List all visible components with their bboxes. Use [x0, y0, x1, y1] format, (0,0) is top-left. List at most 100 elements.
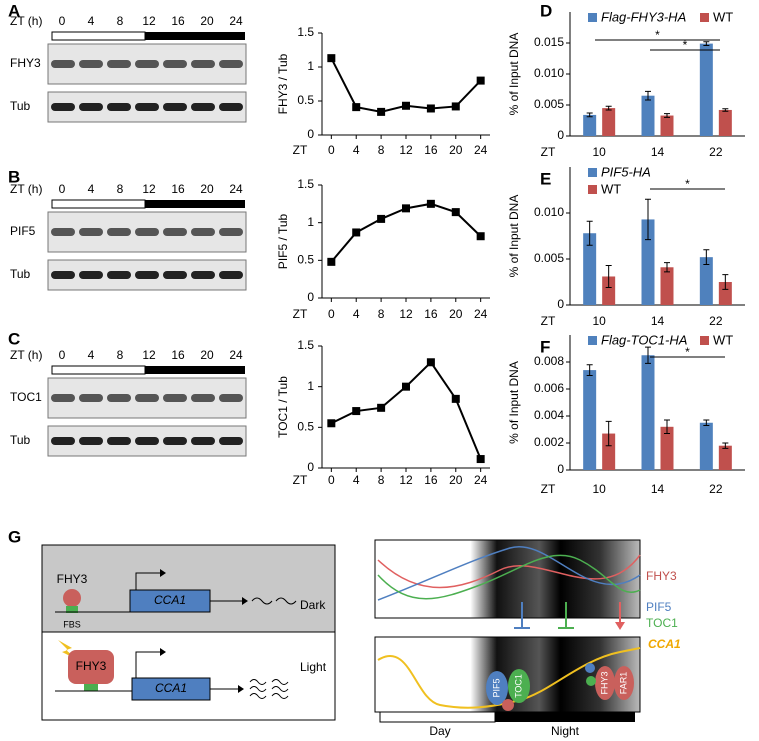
time-label: ZT (h)	[10, 348, 42, 362]
band	[219, 228, 243, 236]
bar	[699, 257, 713, 305]
lane-label: 12	[142, 182, 156, 196]
error-bar	[703, 41, 710, 46]
protein-label: FHY3	[57, 572, 88, 586]
bar	[660, 426, 674, 470]
y-axis-label: FHY3 / Tub	[276, 53, 290, 114]
diagram: FHY3 FBS CCA1 Dark FHY3 CCA1 Light FHY3 …	[41, 539, 681, 738]
band	[191, 103, 215, 111]
band	[135, 103, 159, 111]
legend-swatch	[700, 336, 709, 345]
y-tick-label: 0.5	[297, 420, 314, 434]
band	[219, 437, 243, 445]
error-bar	[664, 113, 670, 118]
band	[79, 437, 103, 445]
condition-label: Light	[300, 660, 327, 674]
significance-label: *	[655, 28, 660, 42]
lane-label: 8	[117, 348, 124, 362]
protein	[486, 671, 508, 705]
band	[163, 271, 187, 279]
x-tick-label: 22	[709, 314, 723, 328]
band	[191, 271, 215, 279]
band	[79, 394, 103, 402]
day-bar	[51, 365, 146, 375]
x-tick-label: 12	[399, 307, 413, 321]
band	[163, 394, 187, 402]
significance-label: *	[685, 345, 690, 359]
y-tick-label: 0.015	[534, 35, 564, 49]
light-icon	[58, 640, 78, 660]
y-tick-label: 1	[307, 215, 314, 229]
lane-label: 24	[229, 14, 243, 28]
x-tick-label: 8	[378, 143, 385, 157]
bar	[718, 109, 732, 136]
error-bar	[722, 274, 729, 290]
lane-label: 20	[200, 182, 214, 196]
row-label: FHY3	[10, 56, 41, 70]
x-tick-label: 8	[378, 307, 385, 321]
panel-label: D	[540, 1, 552, 20]
night-bar	[495, 712, 635, 722]
x-tick-label: 0	[328, 307, 335, 321]
y-tick-label: 0	[557, 128, 564, 142]
curve	[377, 554, 641, 600]
x-tick-label: 4	[353, 143, 360, 157]
x-tick-label: 14	[651, 145, 665, 159]
point	[377, 107, 386, 116]
lane-label: 20	[200, 14, 214, 28]
night-bar	[145, 200, 245, 208]
band	[135, 437, 159, 445]
y-tick-label: 0.010	[534, 205, 564, 219]
point	[377, 403, 386, 412]
point	[327, 257, 336, 266]
protein	[68, 650, 114, 684]
band	[107, 394, 131, 402]
point	[451, 102, 460, 111]
error-bar	[586, 220, 593, 246]
x-axis-label: ZT	[293, 473, 308, 487]
error-bar	[722, 108, 729, 112]
band	[107, 271, 131, 279]
lane-label: 24	[229, 348, 243, 362]
lane-label: 4	[88, 14, 95, 28]
point	[451, 394, 460, 403]
error-bar	[605, 420, 612, 447]
legend-label: PIF5-HA	[601, 164, 651, 179]
x-tick-label: 14	[651, 314, 665, 328]
x-tick-label: 0	[328, 473, 335, 487]
legend-swatch	[588, 185, 597, 194]
arrowhead	[160, 569, 166, 577]
panel-label: C	[8, 329, 20, 348]
y-tick-label: 0.008	[534, 354, 564, 368]
curve	[377, 545, 641, 601]
band	[51, 437, 75, 445]
band	[219, 103, 243, 111]
band	[107, 437, 131, 445]
arrowhead	[160, 648, 166, 656]
point	[476, 455, 485, 464]
significance-label: *	[683, 38, 688, 52]
gene-label: CCA1	[154, 593, 186, 607]
bar	[641, 219, 655, 305]
inhibition	[558, 602, 574, 629]
error-bar	[605, 105, 612, 111]
y-tick-label: 0	[557, 462, 564, 476]
legend-swatch	[700, 13, 709, 22]
band	[219, 394, 243, 402]
lane-label: 0	[59, 348, 66, 362]
curve-label: FHY3	[646, 569, 677, 583]
band	[51, 103, 75, 111]
night-bar	[145, 366, 245, 374]
error-bar	[586, 112, 593, 118]
band	[163, 228, 187, 236]
point	[426, 104, 435, 113]
x-tick-label: 10	[592, 314, 606, 328]
arrowhead	[242, 597, 248, 605]
bar	[602, 276, 616, 305]
curve	[377, 647, 641, 709]
point	[402, 382, 410, 391]
lane-label: 8	[117, 14, 124, 28]
protein	[502, 699, 514, 711]
promoter-arrow	[135, 651, 160, 678]
